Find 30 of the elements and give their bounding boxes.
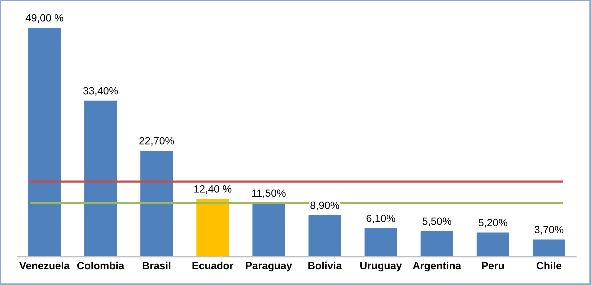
x-tick-label: Ecuador — [192, 262, 234, 270]
x-tick-label: Peru — [482, 262, 504, 270]
data-label: 11,50% — [252, 190, 286, 198]
x-tick-label: Chile — [536, 262, 562, 270]
x-tick-label: Brasil — [143, 262, 171, 270]
bar — [364, 228, 398, 258]
x-tick-label: Paraguay — [246, 262, 292, 272]
bar — [476, 232, 510, 258]
data-label: 6,10% — [366, 214, 396, 224]
data-label: 5,20% — [478, 219, 508, 228]
data-label: 5,50% — [422, 218, 452, 226]
x-tick-label: Uruguay — [360, 262, 402, 272]
bar — [420, 231, 454, 258]
bar — [140, 150, 174, 258]
bar — [252, 203, 286, 258]
bar — [196, 199, 230, 258]
x-tick-label: Argentina — [413, 262, 462, 272]
x-tick-label: Venezuela — [20, 262, 70, 270]
data-label: 3,70% — [534, 226, 564, 235]
bar — [308, 215, 342, 258]
x-tick-label: Bolivia — [308, 262, 342, 270]
data-label: 49,00 % — [26, 14, 64, 24]
bar — [84, 100, 118, 258]
x-tick-label: Colombia — [77, 262, 125, 270]
bar — [532, 240, 566, 258]
data-label: 12,40 % — [194, 186, 232, 194]
bar — [28, 28, 61, 258]
data-label: 8,90% — [310, 202, 340, 210]
data-label: 22,70% — [140, 137, 174, 146]
data-label: 33,40% — [84, 87, 118, 96]
